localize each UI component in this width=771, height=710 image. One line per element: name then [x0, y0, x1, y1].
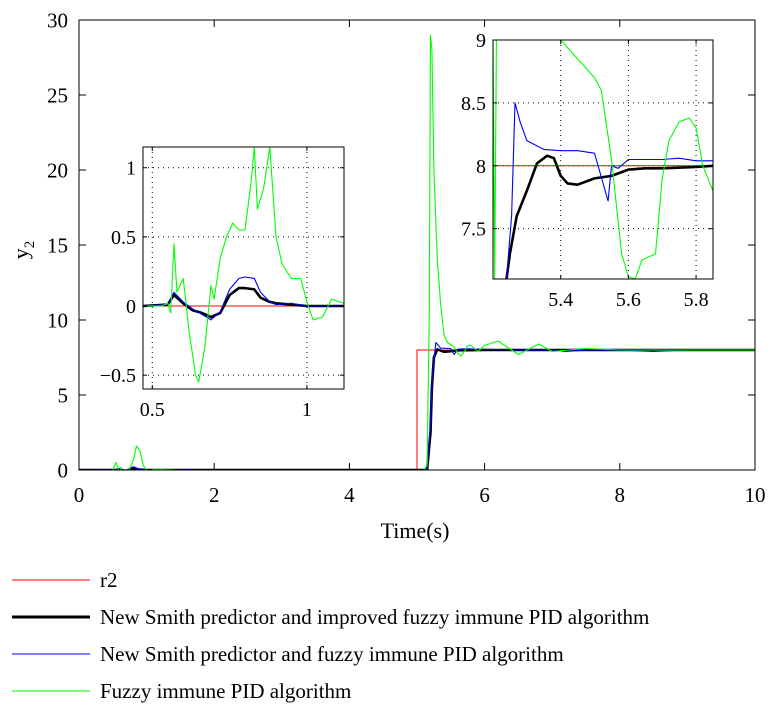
inset_left-ytick-label: −0.5 — [100, 365, 136, 387]
inset-plot-left: 0.5 1 −0.5 0 0.5 1 — [100, 146, 345, 421]
inset_left-frame — [142, 146, 345, 390]
legend-label-new-smith-improved: New Smith predictor and improved fuzzy i… — [100, 605, 649, 629]
main-xtick-label: 6 — [479, 483, 490, 507]
x-axis-label: Time(s) — [381, 518, 450, 543]
main-ytick-label: 0 — [58, 458, 69, 482]
legend: r2 New Smith predictor and improved fuzz… — [12, 568, 649, 703]
inset_left-ytick-label: 0 — [126, 296, 136, 318]
inset_right-frame — [492, 39, 714, 280]
legend-label-new-smith: New Smith predictor and fuzzy immune PID… — [100, 642, 564, 666]
main-series-fuzzy — [79, 34, 755, 470]
y-axis-label: y2 — [8, 241, 38, 260]
inset_right-ytick-label: 7.5 — [461, 219, 486, 241]
inset_right-ytick-label: 8 — [476, 156, 486, 178]
main-xtick-label: 0 — [74, 483, 85, 507]
main-ytick-label: 20 — [47, 158, 68, 182]
inset_right-series-new_smith — [505, 102, 713, 279]
inset_right-xtick-label: 5.8 — [684, 289, 709, 311]
main-series-new_smith — [79, 341, 755, 470]
main-ytick-label: 5 — [58, 383, 69, 407]
inset_left-series-fuzzy — [143, 147, 344, 383]
main-ytick-label: 10 — [47, 308, 68, 332]
y-axis-label-base: y — [8, 248, 33, 259]
inset_left-xtick-label: 0.5 — [140, 399, 165, 421]
inset-plot-right: 5.4 5.6 5.8 7.5 8 8.5 9 — [461, 30, 714, 311]
y-axis-label-sub: 2 — [22, 241, 38, 249]
main-ytick-label: 15 — [47, 233, 68, 257]
legend-label-fuzzy: Fuzzy immune PID algorithm — [100, 679, 351, 703]
inset_right-plot-area — [493, 40, 713, 279]
main-xtick-label: 10 — [745, 483, 766, 507]
inset_right-series-new_smith_improved — [505, 154, 713, 279]
inset_left-series-new_smith_improved — [143, 286, 344, 319]
main-ytick-label: 25 — [47, 83, 68, 107]
main-xtick-label: 8 — [615, 483, 626, 507]
main-xtick-label: 2 — [209, 483, 220, 507]
inset_right-ytick-label: 9 — [476, 30, 486, 52]
legend-label-r2: r2 — [100, 568, 118, 592]
inset_right-ytick-label: 8.5 — [461, 93, 486, 115]
inset_left-ytick-label: 1 — [126, 158, 136, 180]
main-ytick-label: 30 — [47, 8, 68, 32]
inset_left-series-new_smith — [143, 276, 344, 321]
inset_right-xtick-label: 5.4 — [548, 289, 573, 311]
inset_right-xtick-label: 5.6 — [616, 289, 641, 311]
inset_left-ytick-label: 0.5 — [111, 227, 136, 249]
inset_left-plot-area — [143, 147, 344, 389]
main-xtick-label: 4 — [344, 483, 355, 507]
inset_left-xtick-label: 1 — [302, 399, 312, 421]
svg-text:y2: y2 — [8, 241, 38, 260]
